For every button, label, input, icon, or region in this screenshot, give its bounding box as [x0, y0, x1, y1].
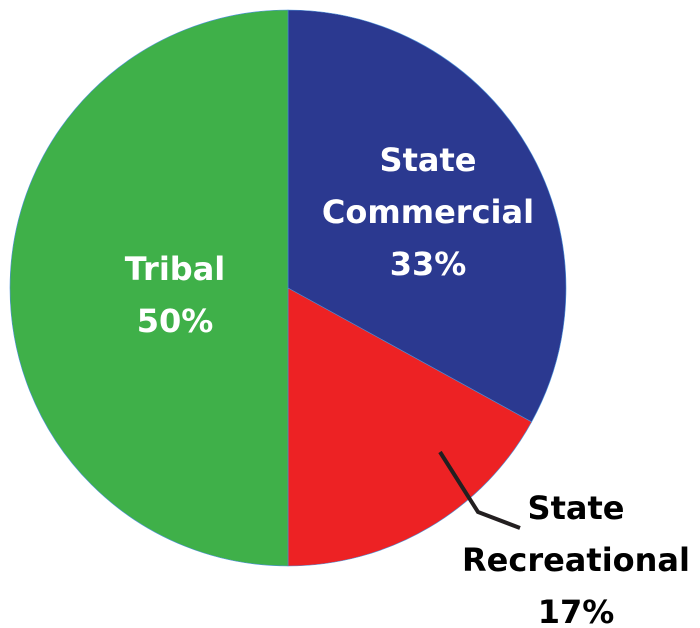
category-label: State Commercial [321, 141, 535, 231]
value-label: 50% [136, 302, 214, 340]
category-label: State Recreational [462, 489, 690, 579]
pie-slice [9, 9, 289, 567]
pie-slice [287, 287, 533, 567]
slice-label: Tribal 50% [125, 243, 226, 347]
slice-label: State Recreational 17% [462, 482, 690, 628]
pie-slice [287, 9, 567, 423]
value-label: 17% [537, 593, 615, 628]
slice-label: State Commercial 33% [322, 134, 534, 290]
value-label: 33% [389, 245, 467, 283]
leader-line [438, 450, 521, 530]
category-label: Tribal [124, 250, 226, 288]
